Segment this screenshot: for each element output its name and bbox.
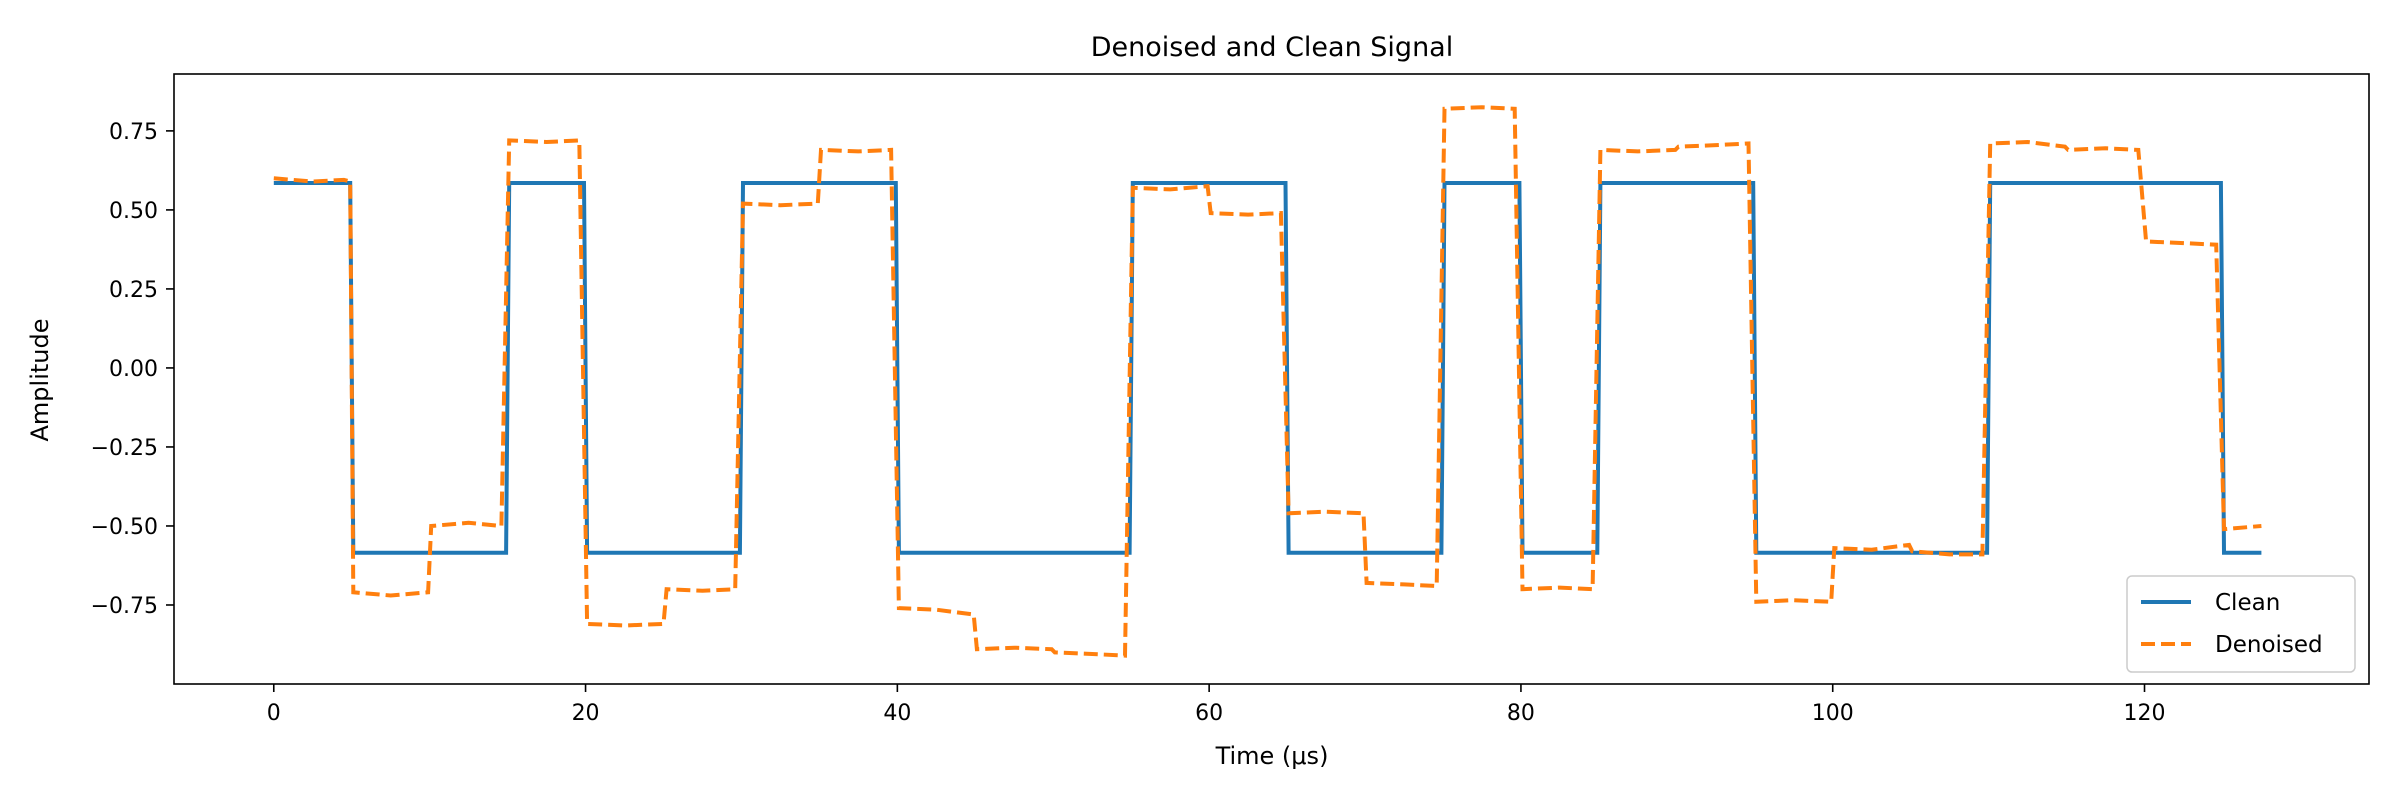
- y-axis: −0.75 −0.50 −0.25 0.00 0.25 0.50 0.75: [91, 120, 174, 619]
- y-tick-label: −0.75: [91, 594, 158, 619]
- y-tick-label: 0.25: [109, 278, 158, 303]
- x-tick-label: 60: [1195, 701, 1223, 726]
- legend-label-clean: Clean: [2215, 590, 2280, 616]
- x-tick-label: 40: [883, 701, 911, 726]
- legend: Clean Denoised: [2126, 575, 2356, 673]
- legend-label-denoised: Denoised: [2215, 632, 2323, 658]
- x-axis: 0 20 40 60 80 100 120: [267, 684, 2166, 726]
- x-axis-label: Time (μs): [1215, 742, 1329, 770]
- series-line-denoised: [273, 105, 2262, 658]
- x-tick-label: 120: [2124, 701, 2166, 726]
- series-line-clean: [273, 181, 2262, 555]
- y-tick-label: 0.00: [109, 357, 158, 382]
- y-tick-label: −0.25: [91, 436, 158, 461]
- x-tick-label: 20: [572, 701, 600, 726]
- x-tick-label: 0: [267, 701, 281, 726]
- series-layer: [273, 105, 2262, 658]
- y-tick-label: −0.50: [91, 515, 158, 540]
- y-tick-label: 0.75: [109, 120, 158, 145]
- x-tick-label: 100: [1812, 701, 1854, 726]
- y-axis-label: Amplitude: [26, 319, 54, 442]
- x-tick-label: 80: [1507, 701, 1535, 726]
- plot-area: [173, 73, 2370, 685]
- chart-title: Denoised and Clean Signal: [1091, 32, 1453, 63]
- y-tick-label: 0.50: [109, 199, 158, 224]
